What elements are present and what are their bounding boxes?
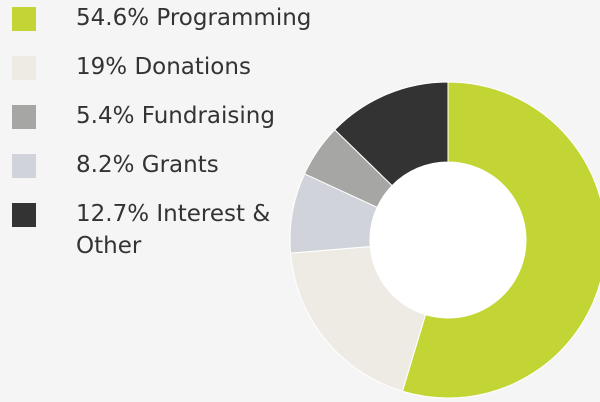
- legend-item: 19% Donations: [12, 51, 316, 83]
- legend-item: 54.6% Programming: [12, 2, 316, 34]
- legend-text: 12.7% Interest & Other: [76, 198, 316, 262]
- legend: 54.6% Programming 19% Donations 8.2% Grant…: [12, 2, 316, 279]
- legend-item: 8.2% Grants: [12, 149, 316, 181]
- legend-text: 5.4% Fundraising: [76, 100, 275, 132]
- legend-item: 12.7% Interest & Other: [12, 198, 316, 262]
- legend-label: Interest & Other: [76, 201, 271, 259]
- legend-value: 54.6%: [76, 5, 150, 31]
- legend-label: Fundraising: [141, 103, 275, 129]
- legend-swatch: [12, 203, 36, 227]
- legend-text: 54.6% Programming: [76, 2, 311, 34]
- legend-text: 19% Donations: [76, 51, 251, 83]
- legend-value: 5.4%: [76, 103, 135, 129]
- legend-text: 8.2% Grants: [76, 149, 219, 181]
- legend-label: Donations: [134, 54, 251, 80]
- legend-swatch: [12, 56, 36, 80]
- legend-swatch: [12, 154, 36, 178]
- legend-label: Grants: [141, 152, 219, 178]
- legend-swatch: [12, 7, 36, 31]
- legend-value: 12.7%: [76, 201, 150, 227]
- legend-label: Programming: [156, 5, 312, 31]
- legend-item: 5.4% Fundraising: [12, 100, 316, 132]
- donut-hole: [370, 162, 526, 318]
- legend-swatch: [12, 105, 36, 129]
- legend-value: 8.2%: [76, 152, 135, 178]
- legend-value: 19%: [76, 54, 128, 80]
